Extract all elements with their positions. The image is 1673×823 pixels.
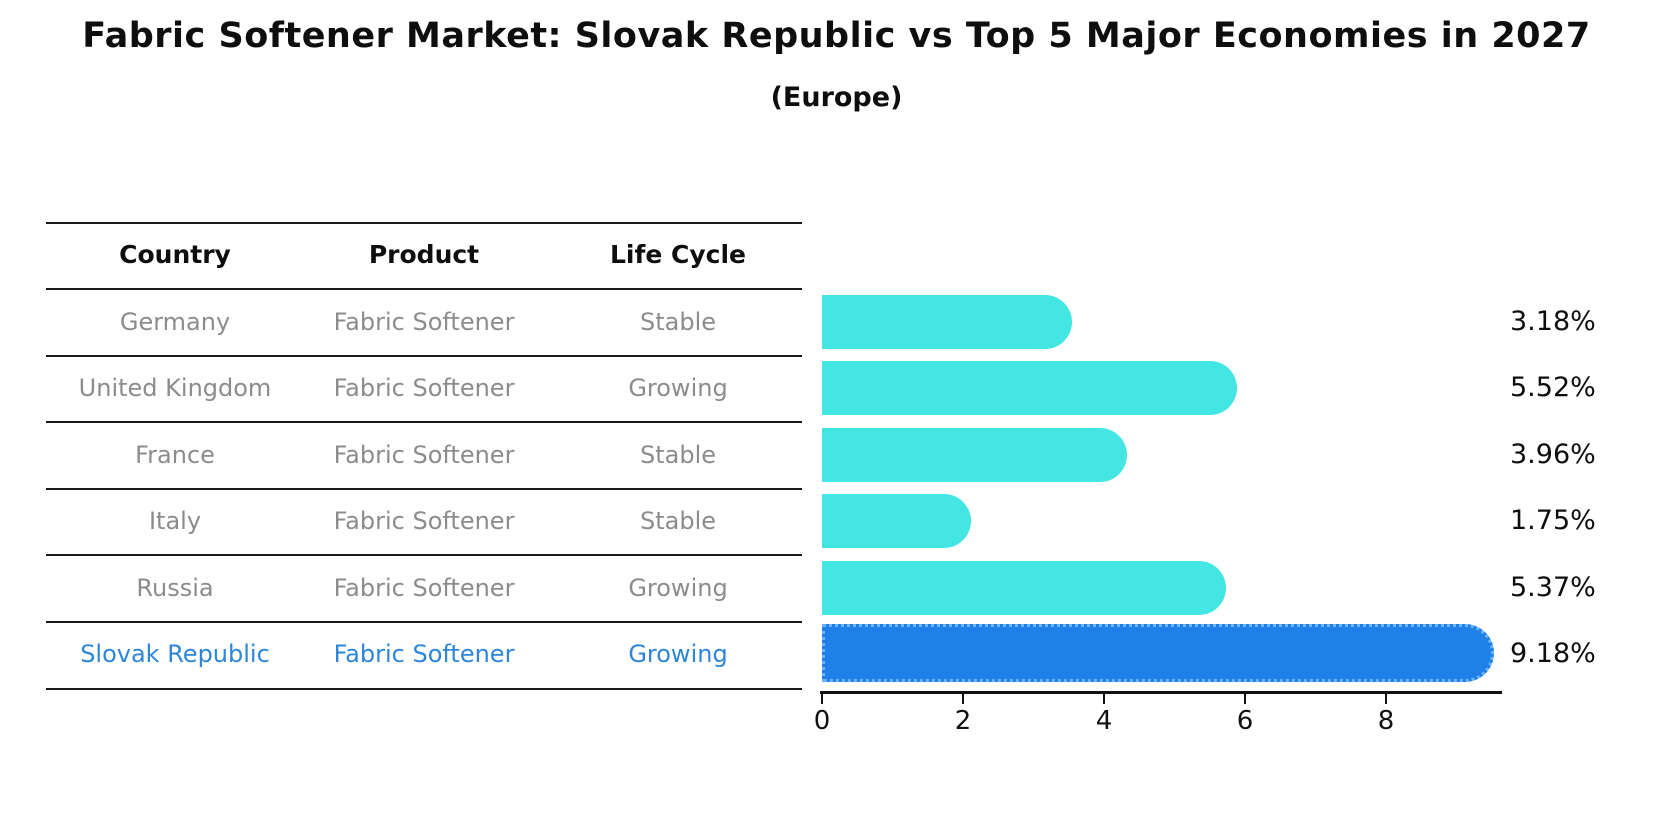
cell-product: Fabric Softener bbox=[333, 374, 515, 402]
x-axis-tick bbox=[1103, 694, 1105, 704]
cell-life-cycle: Growing bbox=[628, 640, 728, 668]
cell-life-cycle: Stable bbox=[639, 507, 717, 535]
x-axis-tick bbox=[1244, 694, 1246, 704]
cell-product: Fabric Softener bbox=[333, 507, 515, 535]
cell-country: France bbox=[135, 441, 215, 469]
cell-product: Fabric Softener bbox=[333, 308, 515, 336]
x-axis-tick bbox=[821, 694, 823, 704]
cell-product: Fabric Softener bbox=[333, 640, 515, 668]
table-row-rule bbox=[46, 421, 802, 423]
cell-life-cycle: Growing bbox=[628, 374, 728, 402]
bar-value-label: 9.18% bbox=[1510, 638, 1596, 669]
x-axis-tick-label: 6 bbox=[1236, 706, 1254, 736]
chart-title: Fabric Softener Market: Slovak Republic … bbox=[82, 16, 1591, 56]
bar bbox=[822, 361, 1237, 415]
x-axis-tick-label: 4 bbox=[1095, 706, 1113, 736]
table-header-rule bbox=[46, 288, 802, 290]
chart-subtitle: (Europe) bbox=[770, 82, 903, 113]
bar-value-label: 5.37% bbox=[1510, 572, 1596, 603]
x-axis-tick bbox=[962, 694, 964, 704]
x-axis-line bbox=[820, 691, 1502, 694]
x-axis-tick-label: 2 bbox=[954, 706, 972, 736]
table-row-rule bbox=[46, 554, 802, 556]
cell-product: Fabric Softener bbox=[333, 574, 515, 602]
bar-value-label: 1.75% bbox=[1510, 505, 1596, 536]
cell-country: Slovak Republic bbox=[80, 640, 270, 668]
table-row-rule bbox=[46, 621, 802, 623]
table-bottom-rule bbox=[46, 688, 802, 690]
cell-country: United Kingdom bbox=[78, 374, 272, 402]
x-axis-tick-label: 0 bbox=[813, 706, 831, 736]
table-top-rule bbox=[46, 222, 802, 224]
column-header-country: Country bbox=[119, 240, 231, 269]
cell-country: Russia bbox=[136, 574, 214, 602]
bar bbox=[822, 295, 1072, 349]
cell-life-cycle: Stable bbox=[639, 441, 717, 469]
bar bbox=[822, 428, 1127, 482]
cell-life-cycle: Growing bbox=[628, 574, 728, 602]
table-row-rule bbox=[46, 488, 802, 490]
table-row-rule bbox=[46, 355, 802, 357]
bar bbox=[822, 561, 1226, 615]
cell-country: Germany bbox=[119, 308, 231, 336]
bar bbox=[822, 494, 971, 548]
column-header-product: Product bbox=[368, 240, 480, 269]
bar-value-label: 3.18% bbox=[1510, 306, 1596, 337]
bar-highlighted bbox=[822, 624, 1494, 682]
bar-value-label: 5.52% bbox=[1510, 372, 1596, 403]
x-axis-tick bbox=[1385, 694, 1387, 704]
cell-product: Fabric Softener bbox=[333, 441, 515, 469]
x-axis-tick-label: 8 bbox=[1377, 706, 1395, 736]
cell-country: Italy bbox=[148, 507, 202, 535]
cell-life-cycle: Stable bbox=[639, 308, 717, 336]
column-header-life-cycle: Life Cycle bbox=[609, 240, 747, 269]
bar-value-label: 3.96% bbox=[1510, 439, 1596, 470]
